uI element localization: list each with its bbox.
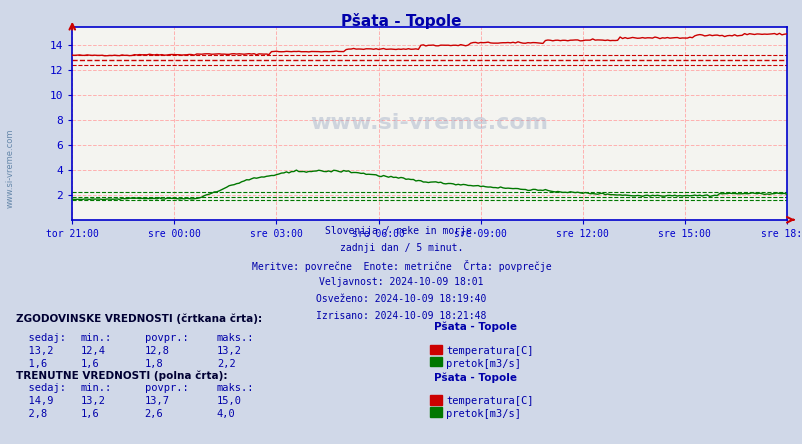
Text: 1,6: 1,6 (80, 359, 99, 369)
Text: min.:: min.: (80, 333, 111, 343)
Text: 12,4: 12,4 (80, 346, 105, 357)
Text: pretok[m3/s]: pretok[m3/s] (446, 359, 520, 369)
Text: zadnji dan / 5 minut.: zadnji dan / 5 minut. (339, 243, 463, 254)
Text: 1,8: 1,8 (144, 359, 163, 369)
Text: 1,6: 1,6 (80, 409, 99, 419)
Text: povpr.:: povpr.: (144, 333, 188, 343)
Text: 2,6: 2,6 (144, 409, 163, 419)
Text: TRENUTNE VREDNOSTI (polna črta):: TRENUTNE VREDNOSTI (polna črta): (16, 371, 227, 381)
Text: 13,2: 13,2 (80, 396, 105, 407)
Text: Pšata - Topole: Pšata - Topole (341, 13, 461, 29)
Text: 2,2: 2,2 (217, 359, 235, 369)
Text: Slovenija / reke in morje.: Slovenija / reke in morje. (325, 226, 477, 237)
Text: min.:: min.: (80, 383, 111, 393)
Text: 15,0: 15,0 (217, 396, 241, 407)
Text: 2,8: 2,8 (16, 409, 47, 419)
Text: Pšata - Topole: Pšata - Topole (433, 372, 516, 383)
Text: Izrisano: 2024-10-09 18:21:48: Izrisano: 2024-10-09 18:21:48 (316, 311, 486, 321)
Text: www.si-vreme.com: www.si-vreme.com (6, 129, 15, 209)
Text: 13,7: 13,7 (144, 396, 169, 407)
Text: povpr.:: povpr.: (144, 383, 188, 393)
Text: temperatura[C]: temperatura[C] (446, 396, 533, 407)
Text: sedaj:: sedaj: (16, 333, 66, 343)
Text: temperatura[C]: temperatura[C] (446, 346, 533, 357)
Text: sedaj:: sedaj: (16, 383, 66, 393)
Text: Veljavnost: 2024-10-09 18:01: Veljavnost: 2024-10-09 18:01 (319, 277, 483, 287)
Text: 4,0: 4,0 (217, 409, 235, 419)
Text: 12,8: 12,8 (144, 346, 169, 357)
Text: 13,2: 13,2 (16, 346, 54, 357)
Text: 13,2: 13,2 (217, 346, 241, 357)
Text: Meritve: povrečne  Enote: metrične  Črta: povprečje: Meritve: povrečne Enote: metrične Črta: … (251, 260, 551, 272)
Text: maks.:: maks.: (217, 383, 254, 393)
Text: www.si-vreme.com: www.si-vreme.com (310, 113, 548, 133)
Text: Osveženo: 2024-10-09 18:19:40: Osveženo: 2024-10-09 18:19:40 (316, 294, 486, 304)
Text: Pšata - Topole: Pšata - Topole (433, 322, 516, 333)
Text: 14,9: 14,9 (16, 396, 54, 407)
Text: 1,6: 1,6 (16, 359, 47, 369)
Text: pretok[m3/s]: pretok[m3/s] (446, 409, 520, 419)
Text: maks.:: maks.: (217, 333, 254, 343)
Text: ZGODOVINSKE VREDNOSTI (črtkana črta):: ZGODOVINSKE VREDNOSTI (črtkana črta): (16, 313, 262, 324)
